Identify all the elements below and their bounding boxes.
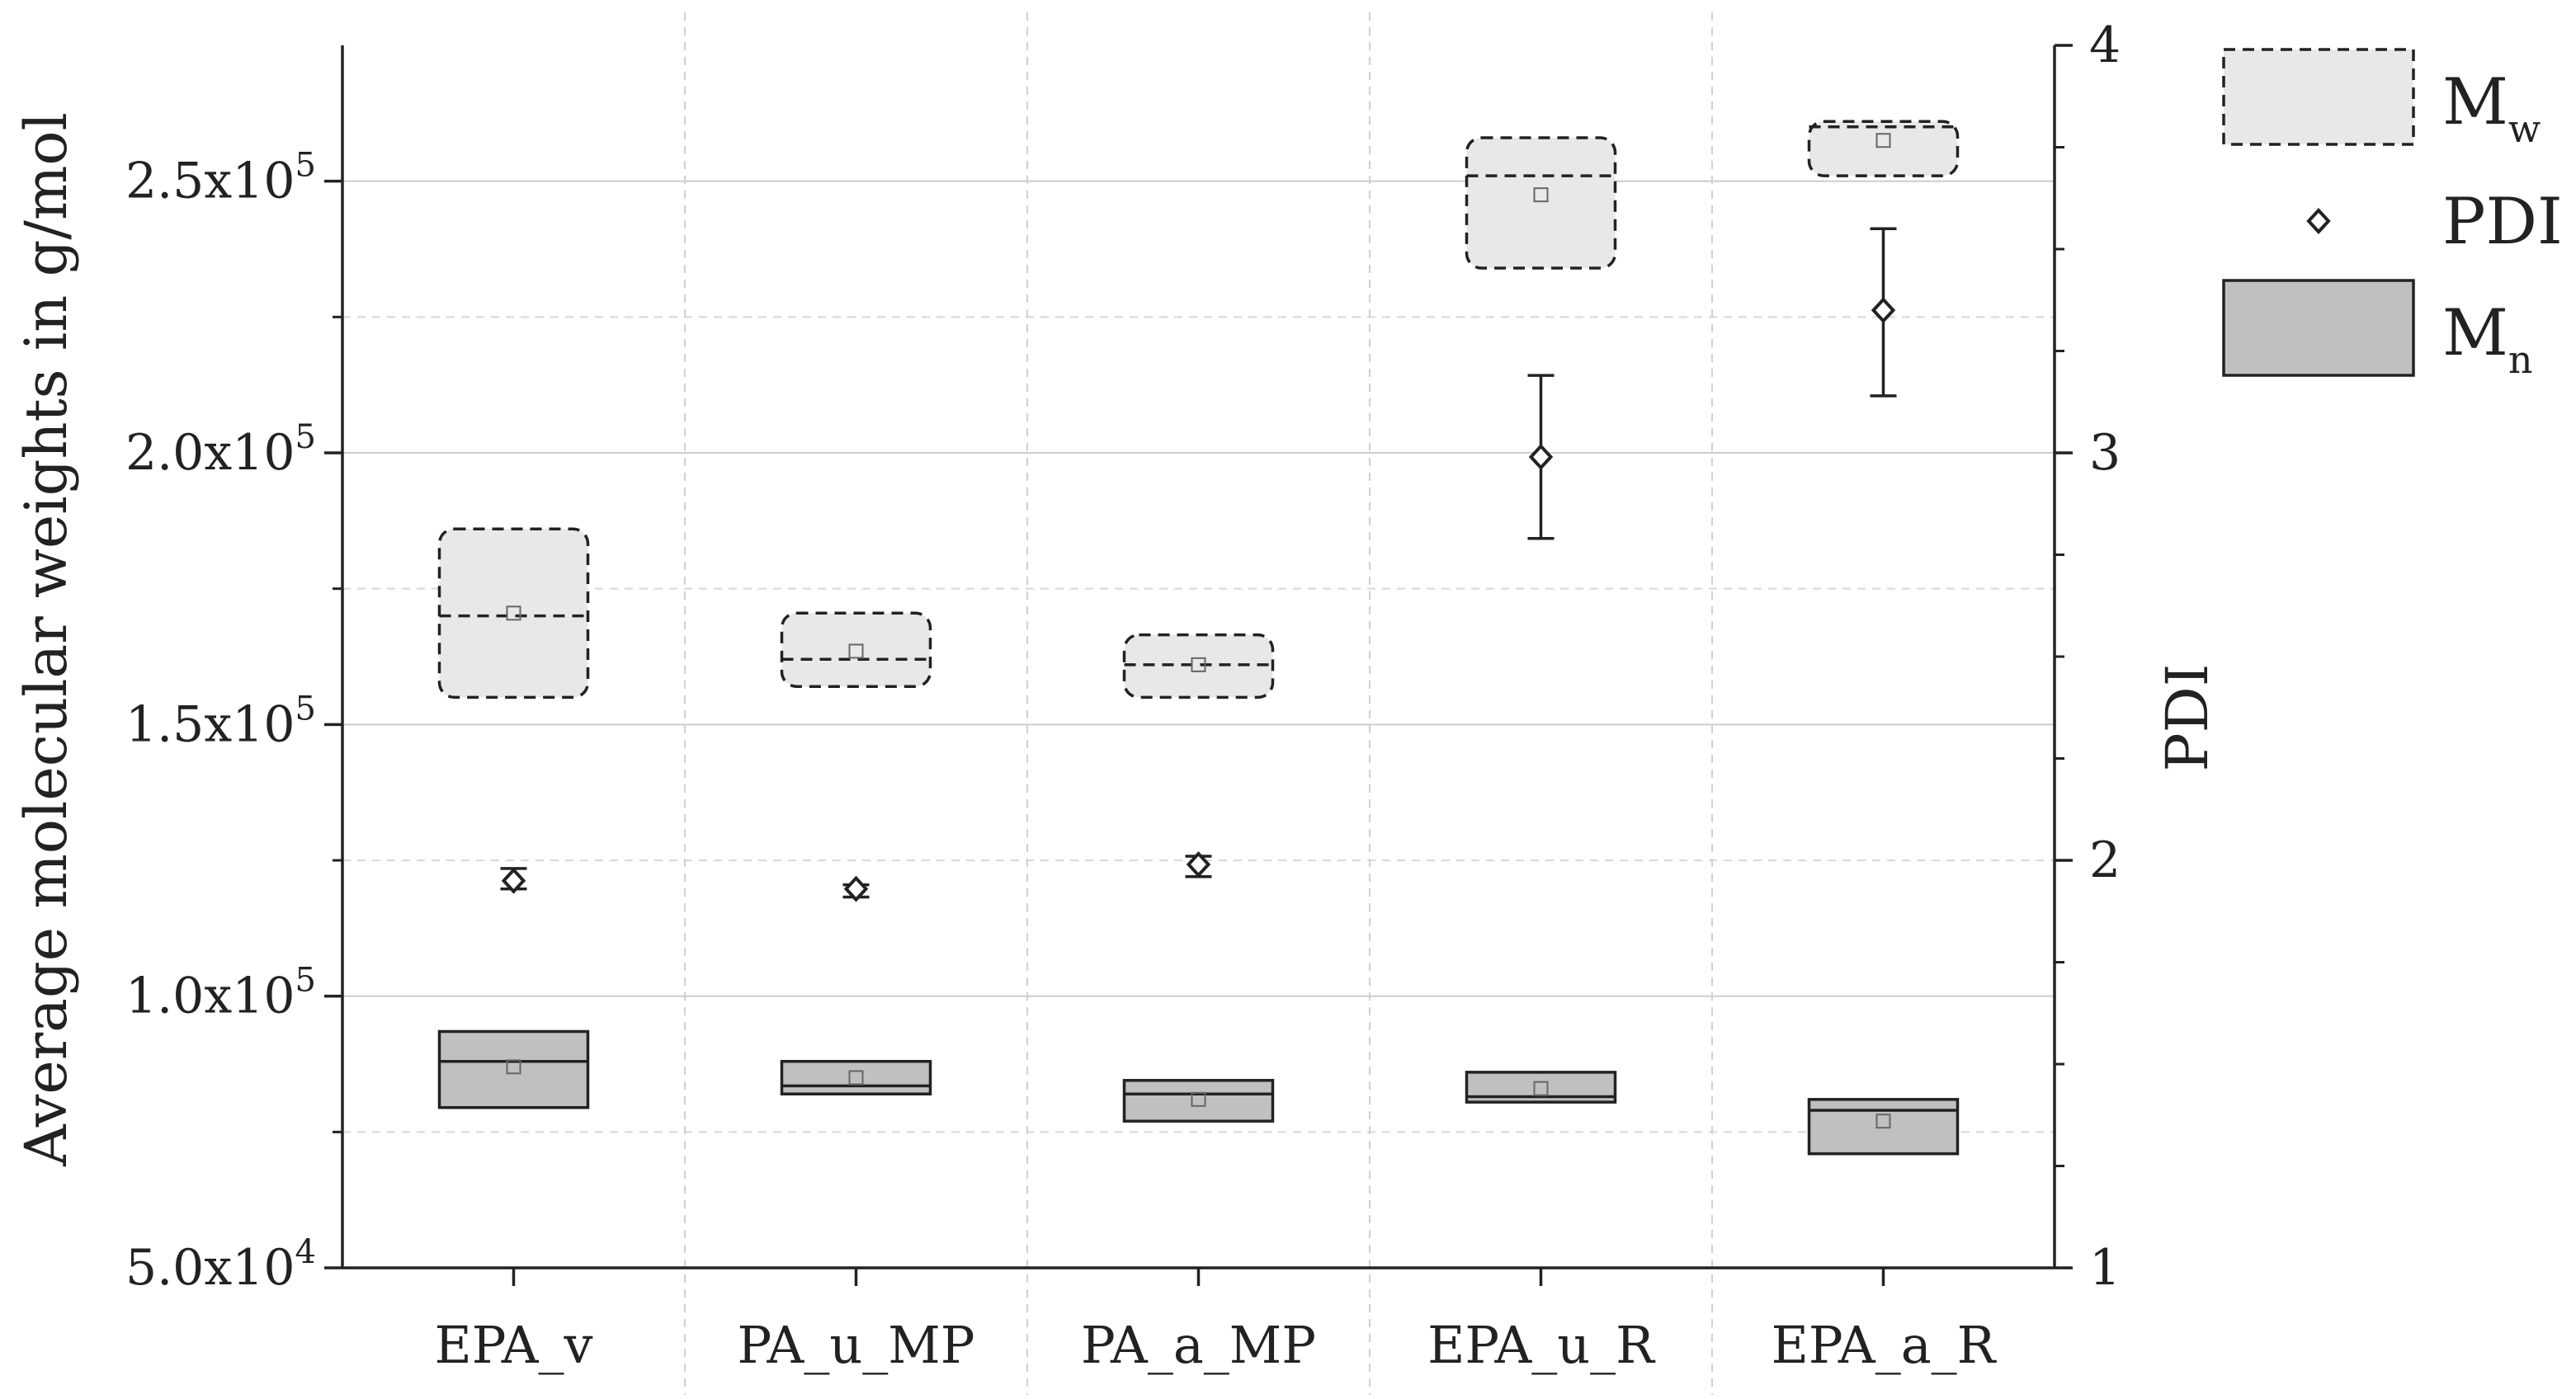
legend: Mw PDI Mn	[2222, 48, 2563, 382]
category-label: PA_u_MP	[738, 1315, 975, 1375]
category-label: PA_a_MP	[1081, 1315, 1316, 1375]
labels-layer: 5.0x104 1.0x105 1.5x105 2.0x105 2.5x105 1 2 3 4 E…	[125, 16, 2121, 1375]
category-label: EPA_u_R	[1427, 1315, 1656, 1375]
mn-mean-marker	[1191, 1091, 1206, 1107]
mw-series-layer	[437, 120, 1960, 700]
mw-mean-marker	[1875, 133, 1891, 148]
legend-pdi-marker	[2306, 208, 2331, 234]
mw-mean-marker	[1191, 657, 1206, 672]
pdi-marker	[501, 867, 526, 894]
mn-box	[1122, 1079, 1275, 1123]
mw-box	[437, 527, 590, 700]
grid-layer	[342, 12, 2055, 1395]
legend-mw-swatch	[2222, 48, 2415, 146]
legend-mn-swatch	[2222, 279, 2415, 377]
mn-box	[1807, 1098, 1960, 1156]
mw-mean-marker	[506, 605, 521, 621]
legend-mw-label: Mw	[2442, 65, 2541, 151]
pdi-series-layer	[500, 227, 1897, 902]
left-tick-label: 2.0x105	[125, 418, 316, 482]
mw-mean-marker	[1533, 187, 1549, 203]
mw-mean-marker	[848, 643, 864, 659]
mn-mean-marker	[848, 1070, 864, 1086]
left-tick-label: 2.5x105	[125, 147, 316, 210]
right-tick-label: 1	[2089, 1239, 2121, 1297]
mn-box	[437, 1029, 590, 1109]
pdi-marker	[1528, 443, 1554, 470]
mw-box	[1122, 633, 1275, 700]
left-tick-label: 5.0x104	[125, 1233, 316, 1297]
axes-layer	[324, 44, 2073, 1286]
pdi-marker	[1871, 297, 1896, 324]
mw-box	[780, 611, 932, 688]
mw-box	[1465, 136, 1617, 270]
mn-mean-marker	[1533, 1081, 1549, 1096]
left-axis-title: Average molecular weights in g/mol	[12, 112, 80, 1167]
mn-box	[780, 1059, 932, 1095]
legend-pdi-label: PDI	[2442, 185, 2563, 259]
right-tick-label: 3	[2089, 424, 2121, 482]
right-axis-title: PDI	[2154, 664, 2221, 772]
pdi-marker	[843, 875, 869, 902]
category-label: EPA_v	[434, 1315, 592, 1375]
mn-mean-marker	[1875, 1114, 1891, 1129]
mn-mean-marker	[506, 1059, 521, 1075]
right-tick-label: 4	[2089, 16, 2121, 74]
left-tick-label: 1.5x105	[125, 690, 316, 753]
legend-mn-label: Mn	[2442, 296, 2533, 382]
category-label: EPA_a_R	[1772, 1315, 1998, 1375]
mn-series-layer	[437, 1029, 1960, 1156]
left-tick-label: 1.0x105	[125, 962, 316, 1025]
pdi-marker	[1186, 850, 1211, 878]
mw-box	[1807, 120, 1960, 177]
right-tick-label: 2	[2089, 831, 2121, 889]
